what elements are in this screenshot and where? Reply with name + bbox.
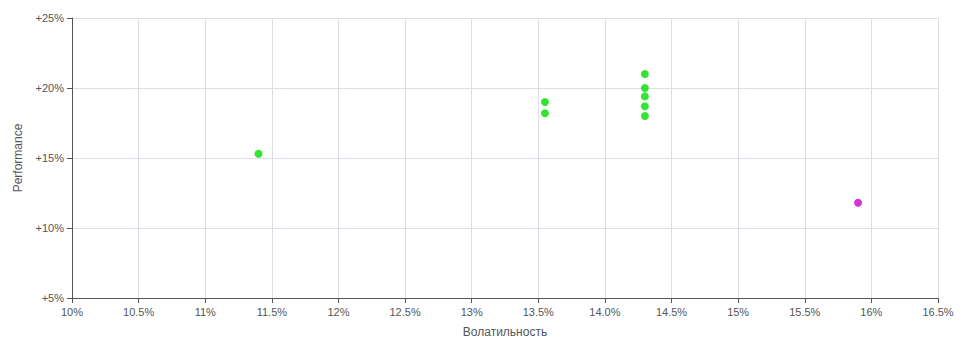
- svg-text:12%: 12%: [327, 306, 349, 318]
- svg-text:+10%: +10%: [36, 222, 65, 234]
- svg-text:13.5%: 13.5%: [523, 306, 554, 318]
- svg-text:10.5%: 10.5%: [123, 306, 154, 318]
- svg-text:+15%: +15%: [36, 152, 65, 164]
- svg-text:10%: 10%: [61, 306, 83, 318]
- svg-text:14.0%: 14.0%: [589, 306, 620, 318]
- svg-text:+25%: +25%: [36, 12, 65, 24]
- svg-text:+20%: +20%: [36, 82, 65, 94]
- svg-text:11%: 11%: [195, 306, 216, 318]
- svg-text:Performance: Performance: [11, 123, 25, 192]
- svg-text:16.5%: 16.5%: [922, 306, 953, 318]
- svg-text:13%: 13%: [461, 306, 483, 318]
- svg-text:12.5%: 12.5%: [389, 306, 420, 318]
- svg-text:Волатильность: Волатильность: [463, 325, 547, 339]
- svg-text:16%: 16%: [860, 306, 882, 318]
- svg-text:15%: 15%: [727, 306, 749, 318]
- svg-text:11.5%: 11.5%: [257, 306, 288, 318]
- svg-text:14.5%: 14.5%: [656, 306, 687, 318]
- svg-text:15.5%: 15.5%: [789, 306, 820, 318]
- svg-text:+5%: +5%: [42, 292, 65, 304]
